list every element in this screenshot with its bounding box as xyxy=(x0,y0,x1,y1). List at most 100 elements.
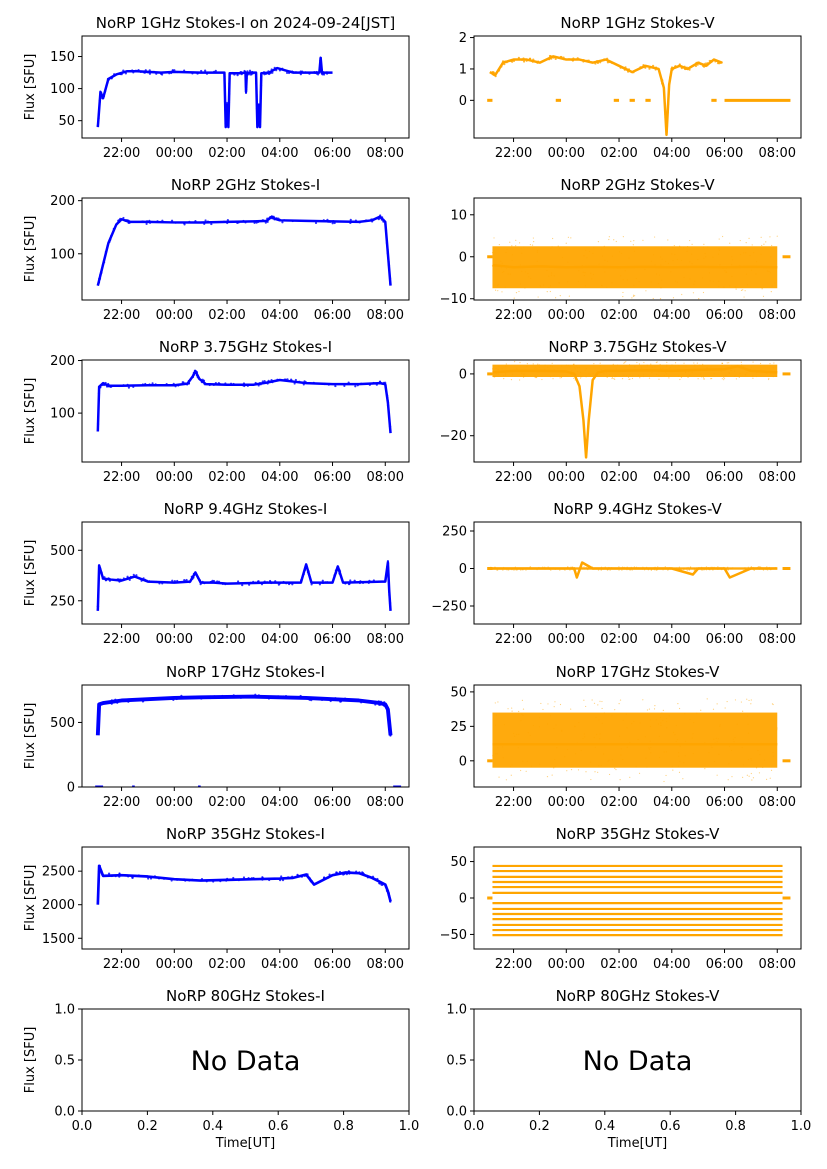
noise-point xyxy=(597,241,600,243)
data-point xyxy=(99,91,102,94)
noise-point xyxy=(577,769,580,771)
data-point xyxy=(666,111,669,114)
noise-point xyxy=(650,281,652,283)
noise-point xyxy=(760,236,762,238)
noise-point xyxy=(505,251,507,254)
data-point xyxy=(183,69,186,72)
noise-point xyxy=(633,566,635,568)
noise-point xyxy=(646,766,648,768)
noise-point xyxy=(698,298,700,300)
noise-point xyxy=(496,373,498,375)
subplot-11: NoRP 35GHz Stokes-I22:00 00:00 02:00 04:00 0… xyxy=(23,825,410,972)
axes-frame xyxy=(473,521,802,625)
data-point xyxy=(360,382,363,385)
data-point xyxy=(101,873,104,876)
noise-point xyxy=(536,260,538,262)
data-point xyxy=(334,569,337,572)
data-point xyxy=(562,56,565,59)
noise-point xyxy=(683,276,685,279)
noise-point xyxy=(583,733,585,735)
data-point xyxy=(99,273,102,277)
noise-point xyxy=(739,264,741,266)
x-tick-label: 06:00 xyxy=(314,632,351,647)
data-point xyxy=(704,62,707,65)
noise-point xyxy=(495,714,498,716)
data-point xyxy=(274,580,277,583)
data-point xyxy=(347,381,350,384)
noise-point xyxy=(531,244,534,246)
data-point xyxy=(377,700,380,703)
noise-point xyxy=(691,263,693,265)
noise-point xyxy=(601,707,603,710)
data-point xyxy=(384,381,387,384)
noise-point xyxy=(686,569,688,571)
noise-point xyxy=(667,239,669,241)
noise-point xyxy=(662,367,664,369)
noise-point xyxy=(619,251,621,253)
data-point xyxy=(287,71,291,75)
noise-point xyxy=(551,362,553,364)
data-point xyxy=(627,68,631,71)
data-point xyxy=(387,713,390,717)
noise-point xyxy=(503,378,505,380)
noise-point xyxy=(494,702,496,704)
data-point xyxy=(212,579,216,583)
x-tick-label: 04:00 xyxy=(261,957,298,972)
noise-point xyxy=(561,729,563,731)
data-point xyxy=(148,580,151,583)
data-point xyxy=(127,875,130,878)
noise-point xyxy=(667,569,669,571)
noise-point xyxy=(579,377,582,379)
noise-point xyxy=(771,285,773,287)
noise-point xyxy=(606,376,608,378)
data-point xyxy=(296,874,299,877)
noise-point xyxy=(677,703,679,705)
y-tick-label: 0 xyxy=(67,781,75,796)
data-point xyxy=(328,220,332,223)
data-point xyxy=(389,425,392,428)
noise-point xyxy=(507,708,509,710)
noise-point xyxy=(539,284,541,287)
noise-point xyxy=(726,700,728,703)
noise-point xyxy=(693,567,695,570)
data-point xyxy=(221,582,224,585)
noise-point xyxy=(608,238,610,241)
data-point xyxy=(277,217,280,220)
data-point xyxy=(97,113,100,116)
data-point xyxy=(160,697,163,700)
y-axis-label: Flux [SFU] xyxy=(23,378,38,445)
data-point xyxy=(358,871,361,874)
noise-point xyxy=(735,378,737,380)
noise-point xyxy=(716,703,718,705)
data-point xyxy=(145,222,148,225)
data-point xyxy=(281,221,284,224)
noise-point xyxy=(660,264,662,266)
data-point xyxy=(372,381,375,385)
data-point xyxy=(191,576,194,579)
data-point xyxy=(300,875,304,878)
data-point xyxy=(144,698,148,701)
noise-point xyxy=(686,250,688,253)
noise-point xyxy=(523,246,525,248)
noise-point xyxy=(522,714,524,717)
noise-point xyxy=(667,262,670,265)
noise-point xyxy=(762,766,764,769)
data-layer xyxy=(95,693,402,787)
x-tick-label: 08:00 xyxy=(759,957,796,972)
noise-point xyxy=(604,271,606,273)
axes-frame xyxy=(81,684,410,788)
noise-point xyxy=(666,364,668,366)
noise-point xyxy=(510,774,512,776)
noise-point xyxy=(716,774,718,776)
series-trace xyxy=(492,263,778,269)
noise-point xyxy=(723,377,725,379)
data-point xyxy=(165,382,168,386)
noise-point xyxy=(553,275,555,277)
data-point xyxy=(100,869,103,872)
noise-point xyxy=(659,716,662,719)
data-point xyxy=(129,70,132,73)
data-point xyxy=(142,71,145,74)
noise-point xyxy=(608,236,610,238)
noise-point xyxy=(643,373,645,376)
data-point xyxy=(548,57,551,61)
